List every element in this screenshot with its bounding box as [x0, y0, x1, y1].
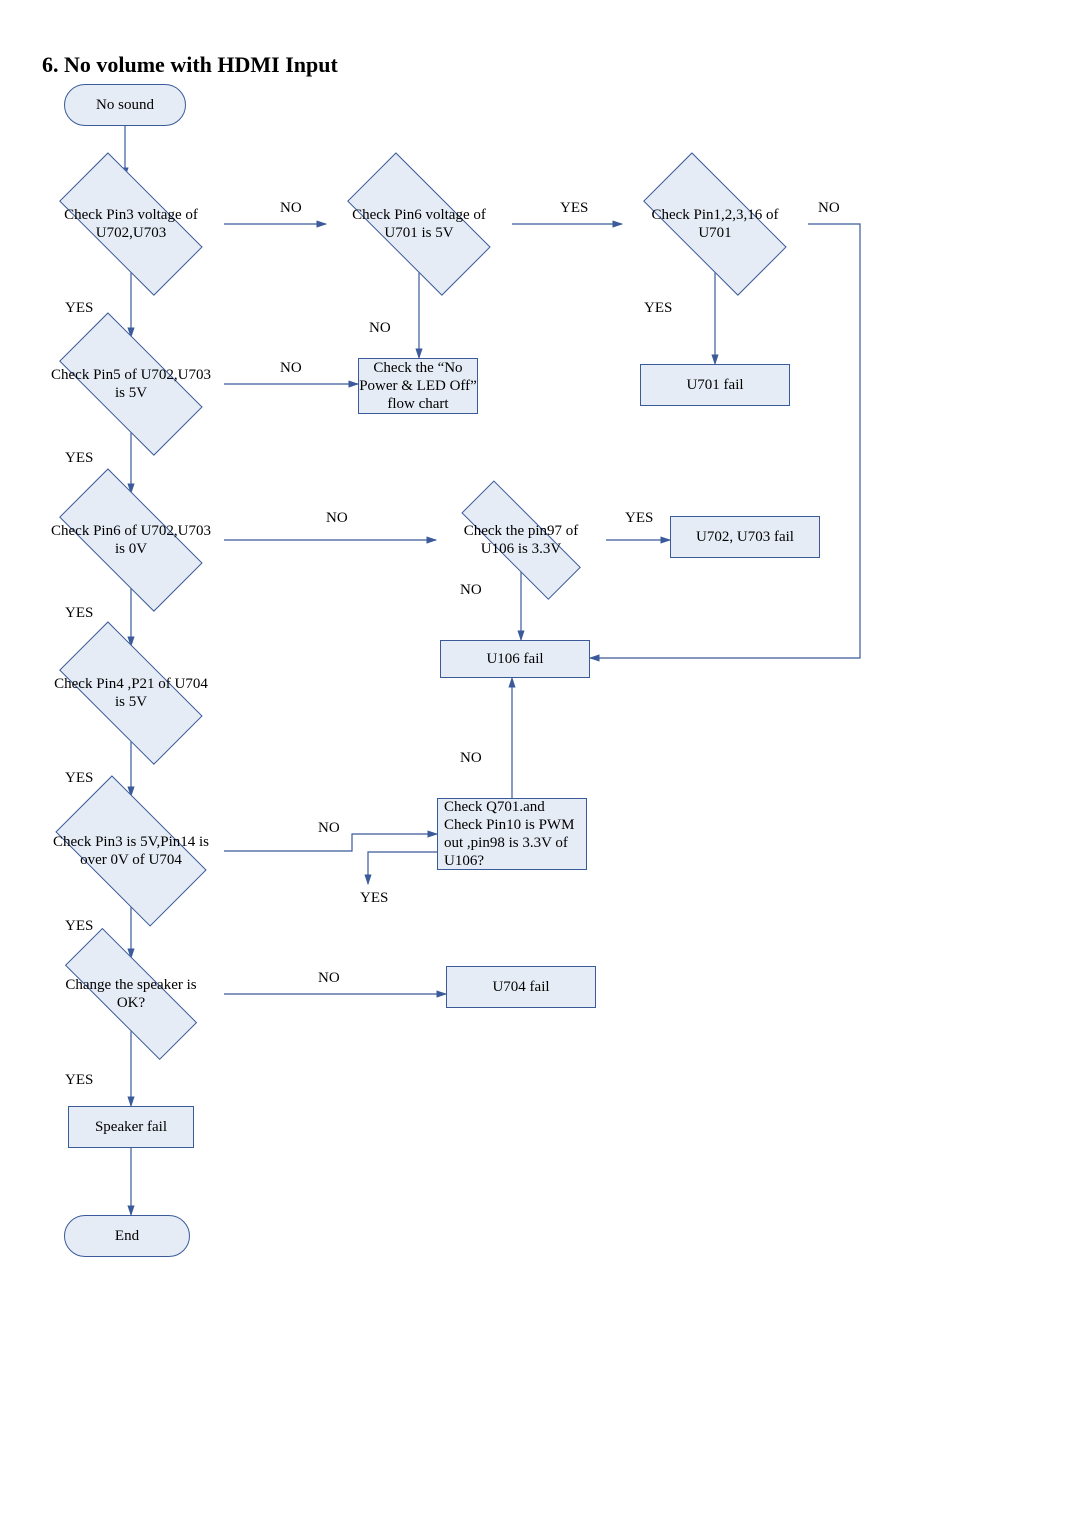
node-d9: Change the speaker is OK? [38, 958, 224, 1030]
node-text: Check Pin6 of U702,U703 is 0V [38, 522, 224, 558]
node-d4: Check Pin5 of U702,U703 is 5V [38, 337, 224, 431]
edge-label: YES [65, 1072, 93, 1089]
section-heading: 6. No volume with HDMI Input [42, 52, 338, 78]
edge-label: YES [65, 770, 93, 787]
edge-label: YES [360, 890, 388, 907]
edge-label: YES [65, 300, 93, 317]
edge-label: YES [625, 510, 653, 527]
node-d6: Check the pin97 of U106 is 3.3V [436, 509, 606, 571]
node-u106-fail: U106 fail [440, 640, 590, 678]
node-text: U106 fail [486, 650, 543, 668]
node-text: Check Pin1,2,3,16 of U701 [622, 206, 808, 242]
node-text: Check Pin3 is 5V,Pin14 is over 0V of U70… [38, 833, 224, 869]
node-text: Check Pin5 of U702,U703 is 5V [38, 366, 224, 402]
node-d7: Check Pin4 ,P21 of U704 is 5V [38, 646, 224, 740]
edge-label: YES [65, 450, 93, 467]
node-text: Check Pin6 voltage of U701 is 5V [326, 206, 512, 242]
node-text: U702, U703 fail [696, 528, 794, 546]
node-d3: Check Pin1,2,3,16 of U701 [622, 177, 808, 271]
node-text: U704 fail [492, 978, 549, 996]
node-d1: Check Pin3 voltage of U702,U703 [38, 177, 224, 271]
node-u701-fail: U701 fail [640, 364, 790, 406]
edge-label: NO [369, 320, 391, 337]
node-q701: Check Q701.and Check Pin10 is PWM out ,p… [437, 798, 587, 870]
node-d8: Check Pin3 is 5V,Pin14 is over 0V of U70… [38, 796, 224, 906]
node-start: No sound [64, 84, 186, 126]
node-u702-u703-fail: U702, U703 fail [670, 516, 820, 558]
node-u704-fail: U704 fail [446, 966, 596, 1008]
edge-label: NO [460, 582, 482, 599]
node-text: U701 fail [686, 376, 743, 394]
node-text: No sound [96, 96, 154, 114]
edge-label: NO [318, 970, 340, 987]
page: 6. No volume with HDMI Input [0, 0, 1080, 1528]
edge-label: NO [280, 360, 302, 377]
node-text: Check the pin97 of U106 is 3.3V [436, 522, 606, 558]
node-d5: Check Pin6 of U702,U703 is 0V [38, 493, 224, 587]
node-text: Check Pin4 ,P21 of U704 is 5V [38, 675, 224, 711]
node-text: Speaker fail [95, 1118, 167, 1136]
node-text: Check Q701.and Check Pin10 is PWM out ,p… [444, 798, 580, 870]
node-no-power: Check the “No Power & LED Off” flow char… [358, 358, 478, 414]
edge-label: YES [560, 200, 588, 217]
node-end: End [64, 1215, 190, 1257]
node-text: Check Pin3 voltage of U702,U703 [38, 206, 224, 242]
node-speaker-fail: Speaker fail [68, 1106, 194, 1148]
node-text: End [115, 1227, 139, 1245]
edge-label: NO [326, 510, 348, 527]
node-text: Check the “No Power & LED Off” flow char… [359, 359, 477, 413]
edge-label: NO [318, 820, 340, 837]
node-text: Change the speaker is OK? [38, 976, 224, 1012]
edge-label: NO [280, 200, 302, 217]
edge-label: YES [65, 918, 93, 935]
edge-label: YES [65, 605, 93, 622]
node-d2: Check Pin6 voltage of U701 is 5V [326, 177, 512, 271]
edge-label: NO [818, 200, 840, 217]
edge-label: NO [460, 750, 482, 767]
edge-label: YES [644, 300, 672, 317]
